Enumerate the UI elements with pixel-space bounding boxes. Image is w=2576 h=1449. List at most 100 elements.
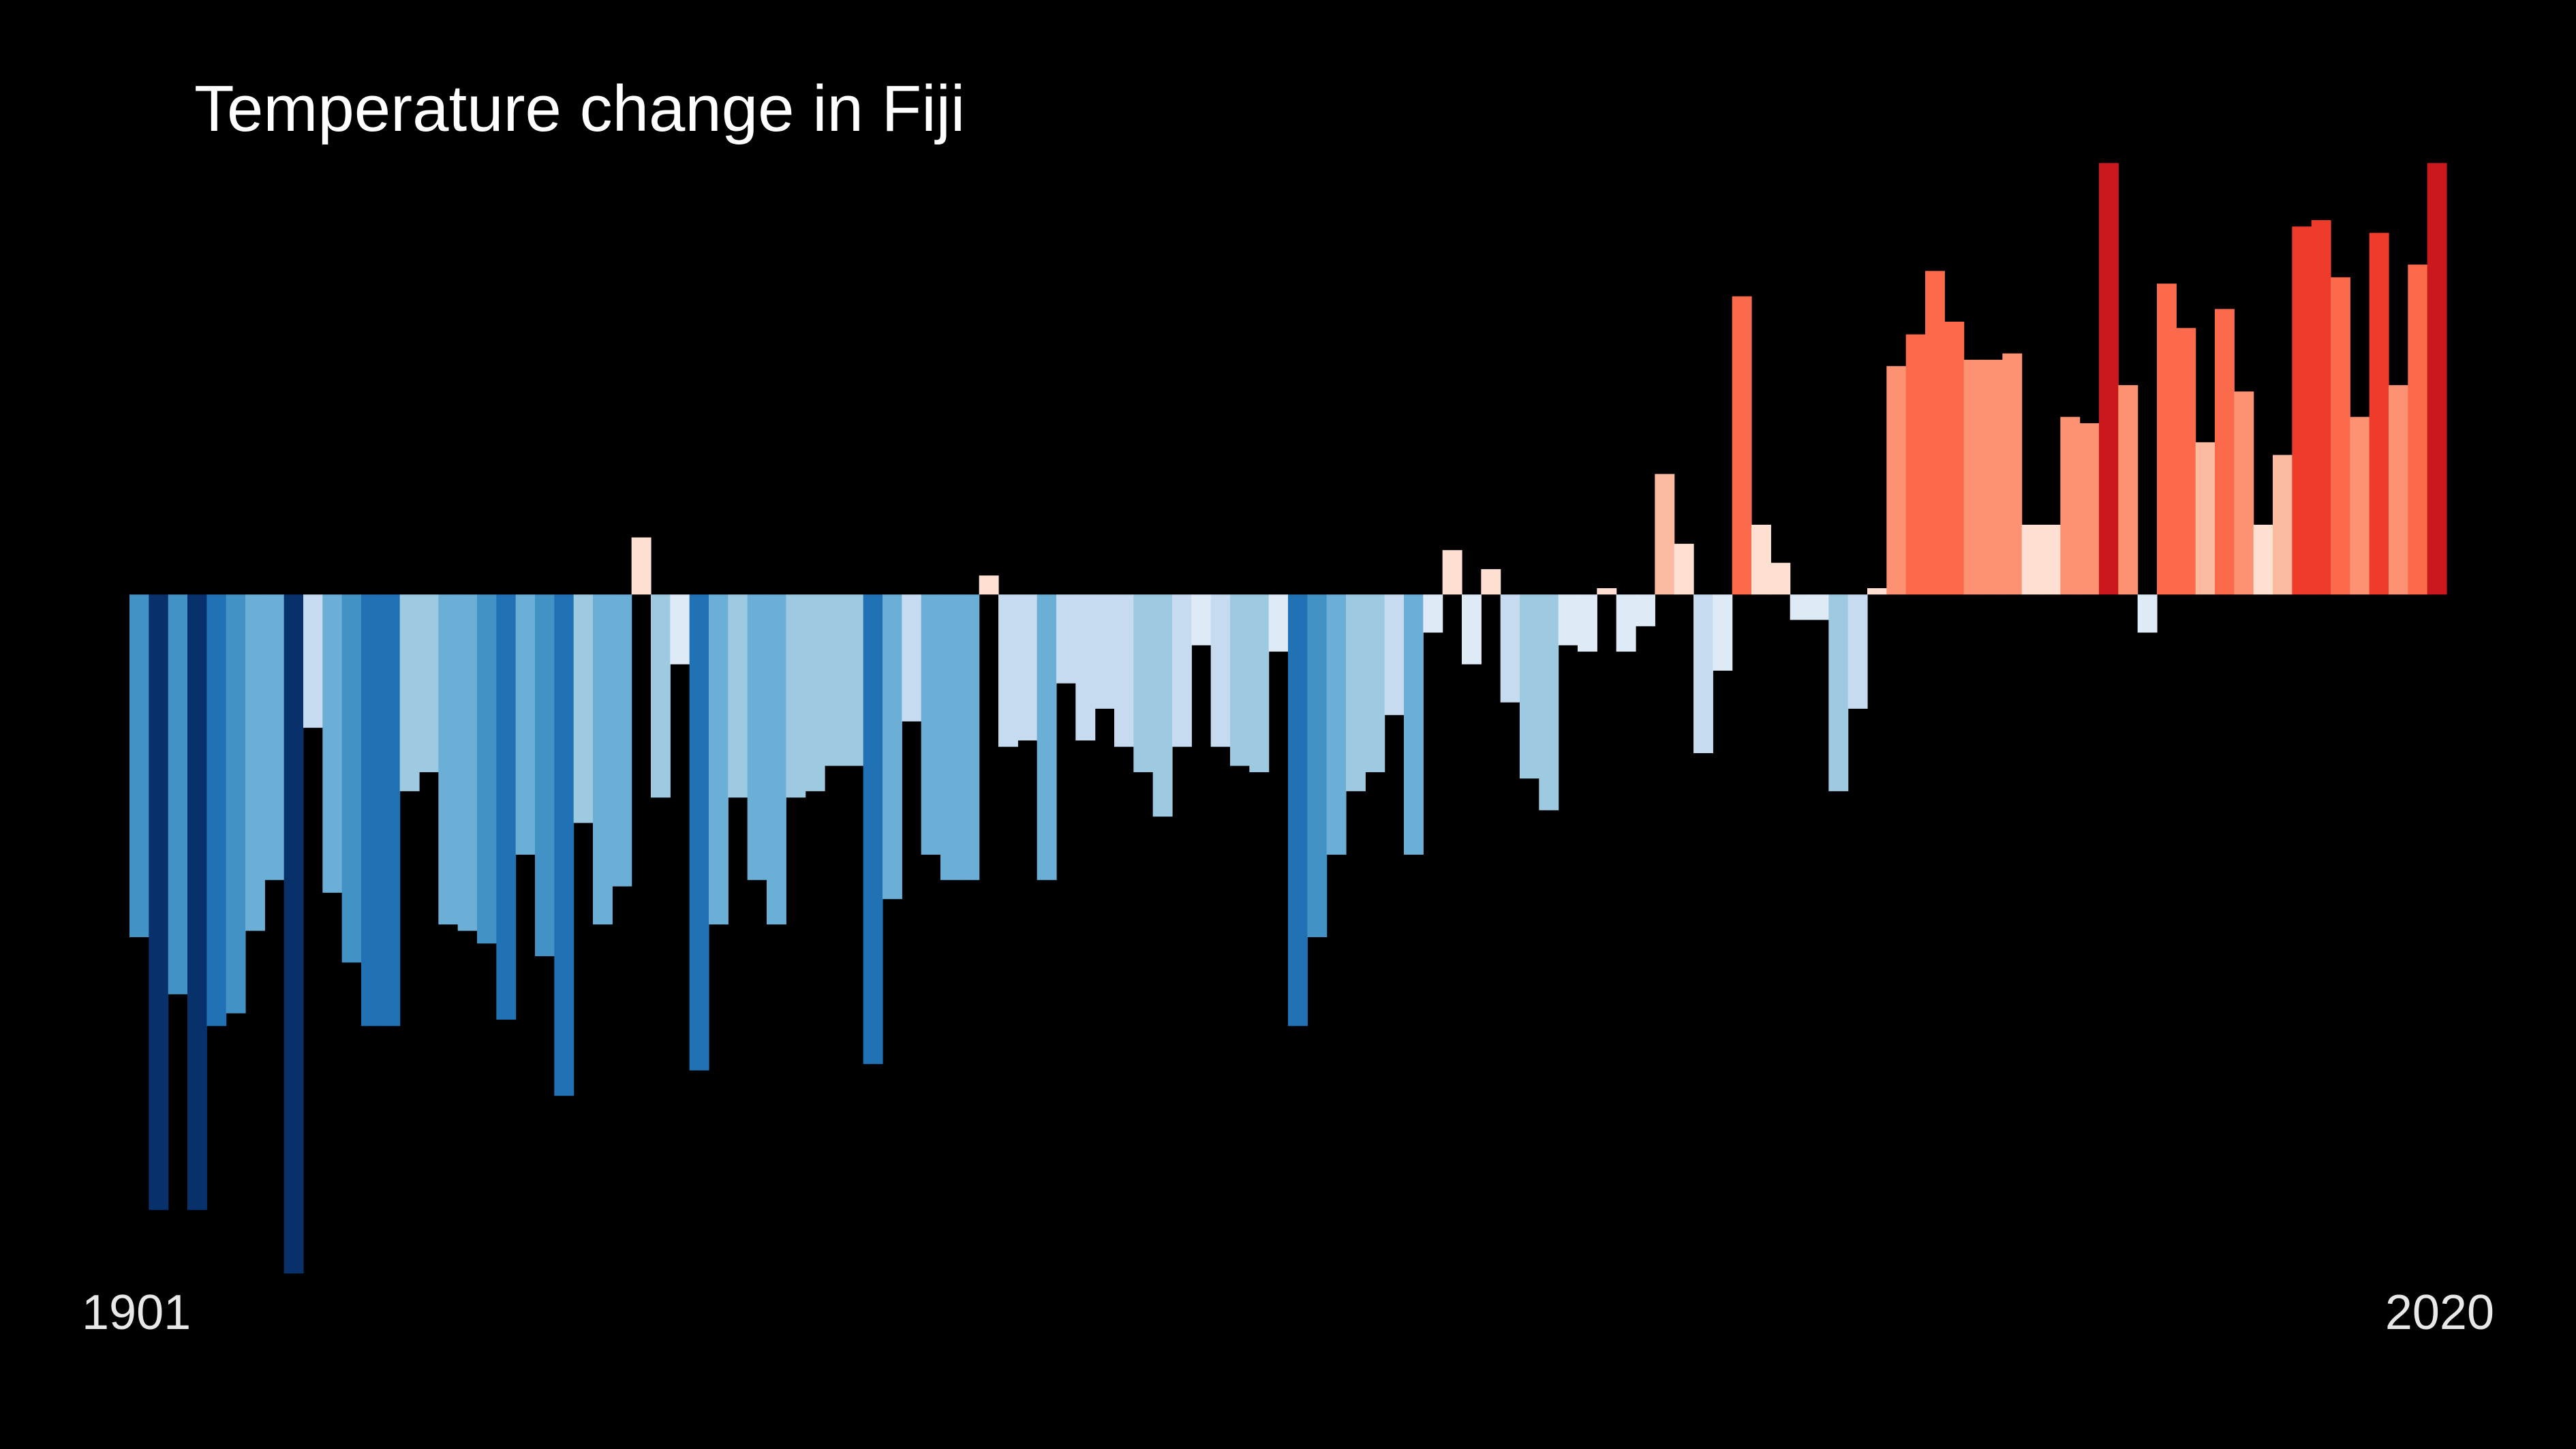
bar-1921 (515, 594, 536, 855)
bar-1914 (380, 594, 401, 1026)
bar-1995 (1944, 321, 1965, 595)
bar-1982 (1693, 594, 1713, 754)
bar-1976 (1578, 594, 1597, 652)
bar-2005 (2137, 594, 2158, 633)
bar-1944 (960, 594, 980, 881)
bar-1965 (1365, 594, 1385, 772)
bar-1919 (477, 594, 497, 944)
bar-1947 (1017, 594, 1038, 741)
bar-1956 (1191, 594, 1212, 645)
bar-1964 (1346, 594, 1366, 791)
bar-1972 (1500, 594, 1520, 703)
bar-2018 (2389, 385, 2408, 595)
bar-2019 (2408, 264, 2428, 595)
bar-2000 (2041, 524, 2061, 595)
bar-1951 (1094, 594, 1115, 709)
bar-2013 (2292, 226, 2312, 595)
bar-2016 (2350, 416, 2370, 595)
bar-1946 (998, 594, 1018, 747)
bar-1968 (1423, 594, 1443, 633)
bar-1957 (1210, 594, 1231, 747)
bar-1981 (1674, 543, 1694, 595)
bar-1950 (1075, 594, 1096, 741)
bar-1990 (1847, 594, 1868, 709)
bar-1931 (709, 594, 729, 925)
bar-1978 (1616, 594, 1636, 652)
bar-1924 (573, 594, 594, 823)
bar-1954 (1152, 594, 1173, 817)
bar-1917 (438, 594, 459, 925)
bar-1983 (1713, 594, 1733, 671)
chart-title: Temperature change in Fiji (194, 72, 966, 145)
x-axis-end-year: 2020 (2385, 1285, 2494, 1340)
bar-1949 (1056, 594, 1076, 684)
bar-1994 (1925, 271, 1945, 595)
bar-1993 (1905, 334, 1926, 595)
x-axis-start-year: 1901 (82, 1285, 191, 1340)
bar-1991 (1867, 588, 1887, 595)
bar-1979 (1636, 594, 1655, 626)
bar-1988 (1809, 594, 1829, 620)
bar-1975 (1558, 594, 1578, 645)
bar-1906 (226, 594, 246, 1013)
bar-1940 (883, 594, 902, 900)
bar-2014 (2311, 220, 2331, 595)
bar-1971 (1481, 569, 1501, 595)
bar-2011 (2253, 524, 2273, 595)
bar-1929 (670, 594, 690, 665)
bar-1985 (1751, 524, 1771, 595)
bar-1934 (767, 594, 786, 925)
bar-1904 (187, 594, 207, 1210)
bar-1916 (419, 594, 439, 772)
bar-1933 (747, 594, 767, 881)
bar-1959 (1249, 594, 1270, 772)
bar-1935 (786, 594, 806, 798)
bar-1943 (940, 594, 960, 881)
bar-1977 (1597, 588, 1617, 595)
bar-1915 (399, 594, 420, 791)
bar-1998 (2002, 353, 2023, 595)
bar-1992 (1886, 366, 1907, 595)
bar-1970 (1462, 594, 1482, 665)
bar-1923 (554, 594, 574, 1096)
bar-1989 (1828, 594, 1849, 791)
bar-1918 (457, 594, 478, 931)
bar-1966 (1384, 594, 1405, 716)
bar-2010 (2234, 391, 2254, 595)
bar-1912 (341, 594, 362, 963)
bar-2007 (2176, 328, 2196, 595)
bar-1908 (264, 594, 285, 881)
bar-1986 (1770, 562, 1791, 595)
bar-1930 (689, 594, 709, 1071)
bar-1962 (1307, 594, 1328, 938)
bar-1925 (593, 594, 613, 925)
bar-2015 (2331, 277, 2350, 595)
bar-1974 (1539, 594, 1559, 810)
bar-1913 (361, 594, 381, 1026)
bar-2009 (2215, 309, 2235, 595)
bar-1967 (1404, 594, 1424, 855)
bar-1932 (728, 594, 748, 798)
bar-1999 (2021, 524, 2042, 595)
bar-1939 (863, 594, 883, 1065)
bar-1936 (805, 594, 825, 791)
bar-1911 (322, 594, 343, 893)
bar-1958 (1230, 594, 1250, 766)
bar-1961 (1288, 594, 1308, 1026)
bar-1928 (651, 594, 671, 798)
bar-1938 (844, 594, 864, 766)
bar-2020 (2427, 163, 2447, 595)
bar-2001 (2060, 416, 2081, 595)
bar-1969 (1442, 550, 1462, 595)
bar-2006 (2157, 284, 2177, 595)
bar-2008 (2195, 442, 2215, 595)
bar-1910 (303, 594, 323, 728)
bar-1905 (206, 594, 227, 1026)
bar-2012 (2273, 455, 2293, 595)
bar-2017 (2369, 232, 2389, 595)
bar-1955 (1172, 594, 1192, 747)
bar-1922 (535, 594, 555, 956)
bar-1997 (1983, 359, 2003, 595)
